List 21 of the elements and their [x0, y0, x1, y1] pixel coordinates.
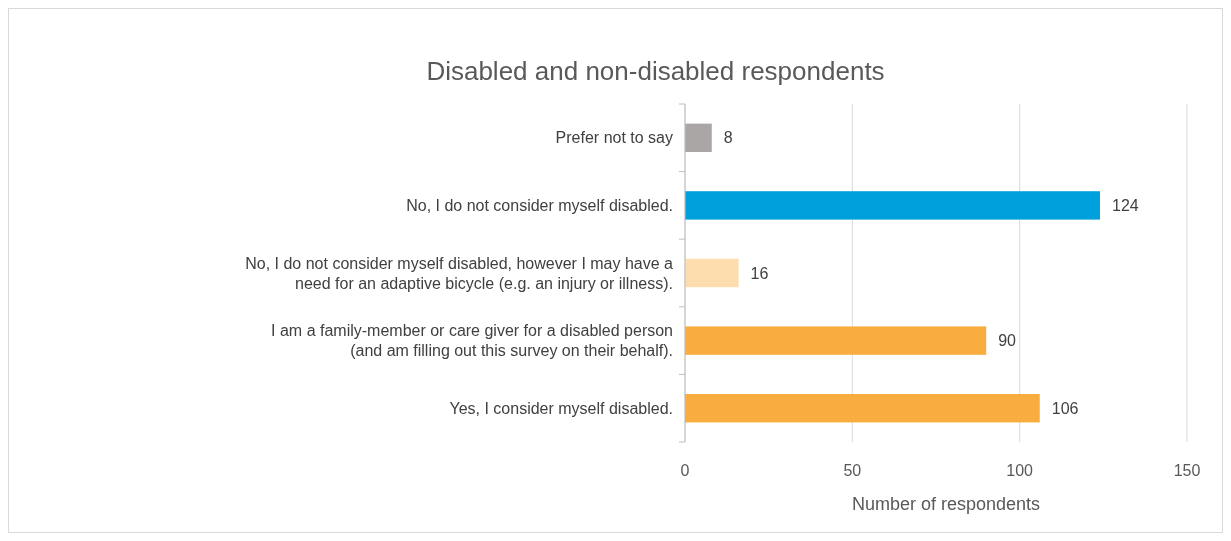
data-label: 8 — [723, 129, 733, 147]
bar — [685, 394, 1040, 423]
x-tick-label: 100 — [1006, 462, 1034, 479]
y-tick-label: I am a family-member or care giver for a disabled person (and am filling out this survey on their behalf). — [271, 322, 673, 360]
y-tick-label: No, I do not consider myself disabled, however I may have a need for an adaptive bicycle (e.g. an injury or illness). — [245, 254, 674, 292]
bar — [685, 191, 1100, 220]
x-axis-title: Number of respondents — [851, 494, 1041, 514]
bar — [685, 258, 739, 288]
bar — [685, 326, 987, 355]
data-label: 90 — [998, 332, 1017, 350]
data-label: 16 — [750, 264, 769, 282]
y-tick-label: No, I do not consider myself disabled. — [406, 197, 673, 214]
y-tick-label: Yes, I consider myself disabled. — [449, 399, 673, 417]
data-label: 106 — [1051, 399, 1079, 417]
bar — [685, 123, 712, 152]
data-label: 124 — [1111, 197, 1139, 214]
x-tick-label: 0 — [680, 462, 690, 479]
x-tick-label: 150 — [1173, 462, 1201, 479]
x-tick-label: 50 — [843, 462, 862, 479]
chart-title: Disabled and non-disabled respondents — [426, 56, 885, 86]
y-tick-label: Prefer not to say — [555, 129, 673, 147]
